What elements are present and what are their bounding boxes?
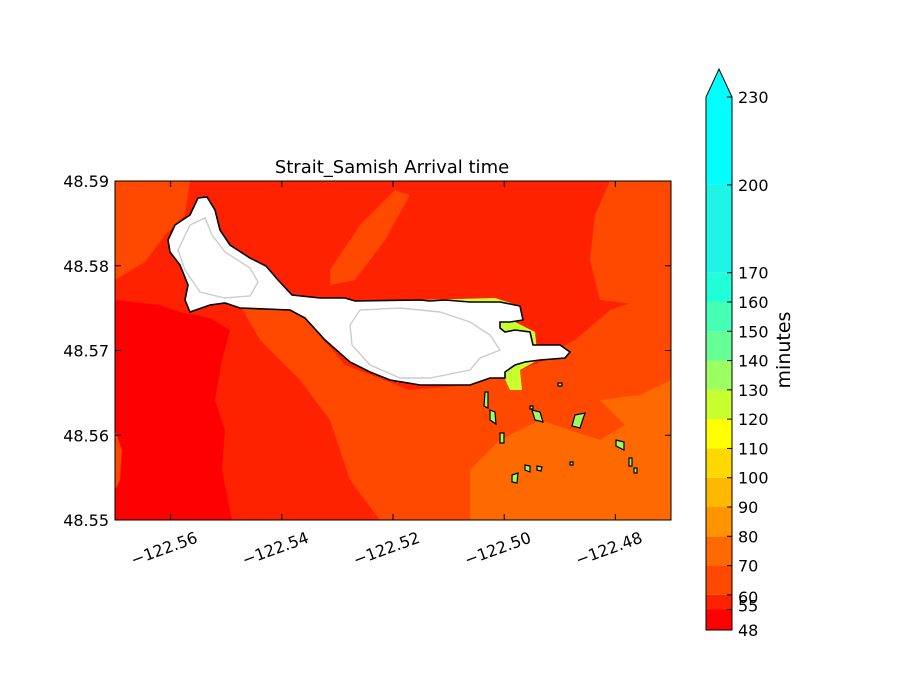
colorbar-segment bbox=[706, 389, 732, 420]
region-southeast-shallows bbox=[470, 400, 671, 520]
colorbar-tick-label: 55 bbox=[738, 597, 758, 616]
colorbar-tick-label: 100 bbox=[738, 469, 769, 488]
colorbar-tick-label: 48 bbox=[738, 621, 758, 640]
y-tick-label: 48.58 bbox=[63, 257, 109, 276]
colorbar-segment bbox=[706, 97, 732, 185]
islet bbox=[628, 457, 633, 467]
y-tick-label: 48.57 bbox=[63, 342, 109, 361]
islet bbox=[633, 467, 638, 474]
colorbar-tick-label: 160 bbox=[738, 293, 769, 312]
colorbar-tick-label: 170 bbox=[738, 264, 769, 283]
region-west-channel bbox=[115, 300, 232, 520]
colorbar-segment bbox=[706, 536, 732, 566]
y-tick-label: 48.56 bbox=[63, 426, 109, 445]
y-tick-label: 48.55 bbox=[63, 511, 109, 530]
colorbar-segment bbox=[706, 609, 732, 630]
colorbar-segment bbox=[706, 477, 732, 507]
y-axis: 48.55 48.56 48.57 48.58 48.59 bbox=[63, 172, 671, 530]
colorbar-tick-label: 70 bbox=[738, 557, 758, 576]
colorbar-tick-label: 140 bbox=[738, 352, 769, 371]
colorbar-segment bbox=[706, 594, 732, 610]
island-interior-contour-2 bbox=[177, 217, 259, 299]
colorbar-tick-label: 150 bbox=[738, 322, 769, 341]
colorbar-tick-label: 130 bbox=[738, 381, 769, 400]
colorbar-segment bbox=[706, 360, 732, 390]
chart-title: Strait_Samish Arrival time bbox=[275, 157, 509, 178]
colorbar-segment bbox=[706, 507, 732, 537]
colorbar-extend-arrow bbox=[706, 69, 732, 97]
region-east-band bbox=[590, 181, 671, 305]
colorbar-tick-label: 230 bbox=[738, 88, 769, 107]
islet bbox=[529, 405, 534, 410]
colorbar-segment bbox=[706, 272, 732, 302]
islet bbox=[511, 472, 519, 484]
colorbar-segment bbox=[706, 302, 732, 332]
region-east-shallows bbox=[600, 380, 671, 440]
islet bbox=[615, 439, 625, 451]
colorbar-segment bbox=[706, 565, 732, 595]
colorbar-segment bbox=[706, 448, 732, 478]
region-west-edge-2 bbox=[115, 430, 122, 490]
colorbar-tick-label: 110 bbox=[738, 439, 769, 458]
colorbar-label: minutes bbox=[773, 312, 795, 389]
colorbar-tick-label: 200 bbox=[738, 176, 769, 195]
plot-area bbox=[115, 181, 671, 520]
colorbar-tick-label: 120 bbox=[738, 410, 769, 429]
islet bbox=[483, 391, 489, 409]
islet bbox=[557, 382, 563, 387]
x-tick-label: −122.50 bbox=[462, 528, 534, 570]
islet bbox=[489, 409, 497, 426]
islet bbox=[531, 409, 544, 423]
island-land bbox=[167, 196, 572, 386]
x-tick-label: −122.56 bbox=[128, 528, 200, 570]
islets bbox=[483, 382, 638, 484]
island-interior-contour-1 bbox=[349, 307, 502, 379]
region-north-shoal bbox=[330, 190, 410, 285]
islet bbox=[536, 465, 543, 472]
colorbar-segment bbox=[706, 331, 732, 361]
islet bbox=[524, 464, 531, 473]
colorbar-segment bbox=[706, 184, 732, 273]
y-tick-label: 48.59 bbox=[63, 172, 109, 191]
colorbar-tick-label: 60 bbox=[738, 588, 758, 607]
colorbar-tick-label: 80 bbox=[738, 527, 758, 546]
x-tick-label: −122.54 bbox=[239, 528, 311, 570]
islet bbox=[569, 461, 574, 466]
colorbar-tick-label: 90 bbox=[738, 498, 758, 517]
islet bbox=[571, 412, 586, 429]
region-west-edge bbox=[115, 181, 190, 280]
x-tick-label: −122.52 bbox=[351, 528, 423, 570]
colorbar-segment bbox=[706, 419, 732, 449]
x-tick-label: −122.48 bbox=[573, 528, 645, 570]
islet bbox=[499, 432, 505, 444]
